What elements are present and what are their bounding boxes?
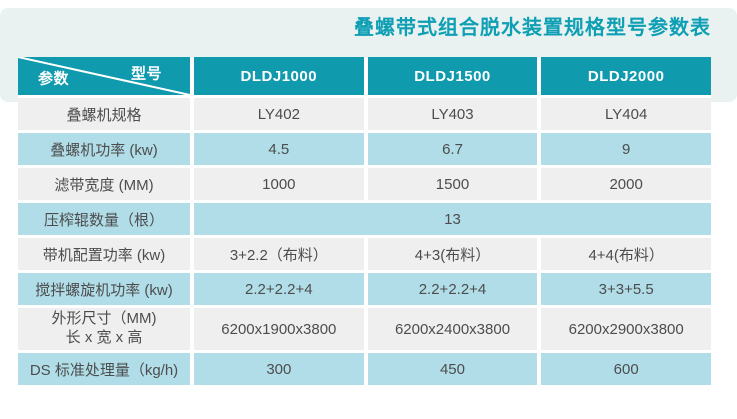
value-cell: 4.5 — [194, 133, 364, 165]
value-cell: 6200x2400x3800 — [367, 308, 538, 350]
page-title: 叠螺带式组合脱水装置规格型号参数表 — [354, 17, 711, 39]
column-header-dldj1000: DLDJ1000 — [194, 57, 364, 95]
value-cell: 1000 — [194, 168, 364, 200]
row-label-line1: 滤带宽度 (MM) — [54, 176, 154, 194]
spec-table: 参数 型号 DLDJ1000 DLDJ1500 DLDJ2000 叠螺机规格 LY… — [18, 57, 711, 385]
value-cell: 2.2+2.2+4 — [194, 273, 364, 305]
row-label-line2: 长 x 宽 x 高 — [65, 329, 143, 346]
row-label: DS 标准处理量（kg/h) — [18, 353, 190, 385]
value-cell: 13 — [194, 203, 711, 235]
corner-header-cell: 参数 型号 — [18, 57, 190, 95]
value-cell: LY404 — [541, 98, 711, 130]
row-label-line1: 叠螺机功率 (kw) — [50, 141, 158, 159]
row-label-line1: DS 标准处理量（kg/h) — [29, 361, 179, 379]
value-cell: 4+3(布料） — [367, 238, 538, 270]
value-cell: 6200x2900x3800 — [541, 308, 711, 350]
value-cell: LY403 — [367, 98, 538, 130]
row-label: 带机配置功率 (kw) — [18, 238, 190, 270]
row-label: 外形尺寸（MM) 长 x 宽 x 高 — [18, 308, 190, 350]
value-cell: 9 — [541, 133, 711, 165]
row-label: 叠螺机规格 — [18, 98, 190, 130]
row-label-line1: 压榨辊数量（根） — [43, 211, 164, 229]
value-cell: 2.2+2.2+4 — [367, 273, 538, 305]
value-cell: 1500 — [367, 168, 538, 200]
row-label-line1: 带机配置功率 (kw) — [42, 246, 166, 264]
value-cell: 6.7 — [367, 133, 538, 165]
row-label-line1: 叠螺机规格 — [66, 106, 142, 124]
diagonal-divider — [18, 57, 190, 95]
row-label: 搅拌螺旋机功率 (kw) — [18, 273, 190, 305]
row-label: 滤带宽度 (MM) — [18, 168, 190, 200]
value-cell: 2000 — [541, 168, 711, 200]
value-cell: 300 — [194, 353, 364, 385]
value-cell: 4+4(布料） — [541, 238, 711, 270]
row-label: 压榨辊数量（根） — [18, 203, 190, 235]
value-cell: 450 — [367, 353, 538, 385]
row-label-line1: 搅拌螺旋机功率 (kw) — [35, 281, 173, 299]
value-cell: 600 — [541, 353, 711, 385]
value-cell: 3+2.2（布料） — [194, 238, 364, 270]
row-label-line1: 外形尺寸（MM) — [51, 310, 157, 328]
value-cell: 3+3+5.5 — [541, 273, 711, 305]
value-cell: LY402 — [194, 98, 364, 130]
column-header-dldj2000: DLDJ2000 — [541, 57, 711, 95]
corner-param-label: 参数 — [38, 70, 70, 88]
corner-model-label: 型号 — [130, 65, 162, 83]
column-header-dldj1500: DLDJ1500 — [367, 57, 538, 95]
value-cell: 6200x1900x3800 — [194, 308, 364, 350]
row-label: 叠螺机功率 (kw) — [18, 133, 190, 165]
